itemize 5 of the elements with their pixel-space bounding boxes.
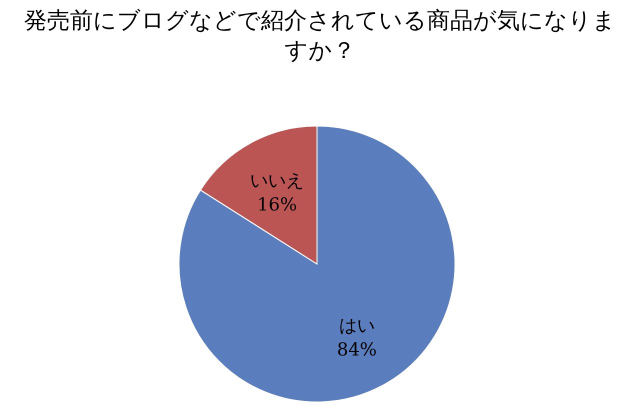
slice-label: はい xyxy=(338,316,375,337)
chart-title: 発売前にブログなどで紹介されている商品が気になりますか？ xyxy=(23,7,617,66)
data-label: 16% xyxy=(257,194,298,216)
slice-label: いいえ xyxy=(250,170,304,192)
data-label: 84% xyxy=(336,340,377,361)
